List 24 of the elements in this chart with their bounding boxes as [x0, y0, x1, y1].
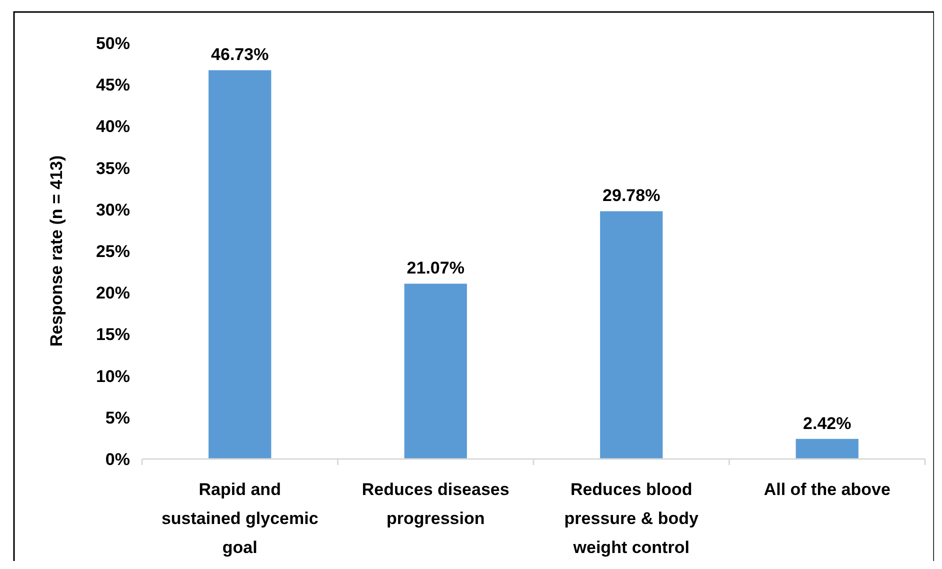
y-tick-label: 25%: [96, 242, 130, 261]
y-tick-label: 0%: [105, 450, 130, 469]
data-label: 2.42%: [803, 414, 852, 433]
data-label: 46.73%: [211, 45, 269, 64]
y-tick-label: 20%: [96, 284, 130, 303]
y-tick-label: 30%: [96, 200, 130, 220]
y-tick-label: 50%: [96, 34, 130, 53]
y-tick-label: 40%: [96, 117, 130, 136]
x-tick-label: Rapid and sustained glycemic goal: [161, 480, 318, 557]
bar: [208, 70, 272, 459]
y-tick-label: 15%: [96, 325, 130, 344]
bar: [600, 211, 663, 459]
x-tick-label: Reduces diseases progression: [362, 480, 510, 528]
y-tick-label: 35%: [96, 158, 130, 178]
y-tick-label: 5%: [105, 408, 130, 428]
bar: [796, 438, 858, 459]
bar: [404, 284, 467, 459]
y-tick-label: 10%: [96, 366, 130, 386]
y-tick-label: 45%: [96, 76, 130, 95]
data-label: 21.07%: [406, 258, 464, 278]
data-label: 29.78%: [602, 186, 660, 206]
y-axis-title: Response rate (n = 413): [47, 155, 66, 347]
x-tick-label: Reduces blood pressure & body weight control: [564, 480, 699, 557]
x-tick-label: All of the above: [764, 480, 890, 499]
